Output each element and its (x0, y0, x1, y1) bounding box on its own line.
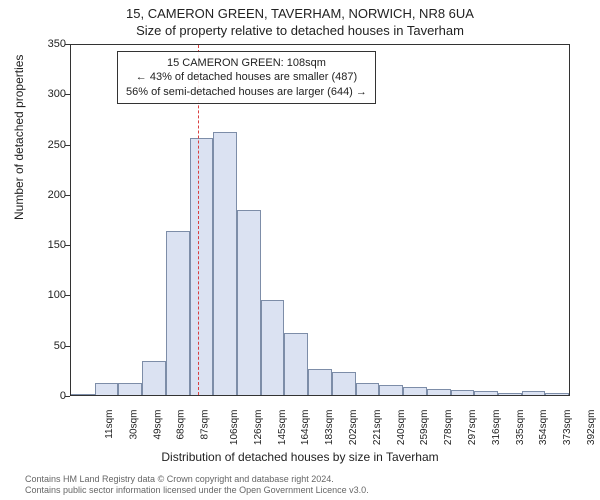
y-tick-label: 350 (26, 38, 66, 50)
bar (498, 393, 522, 395)
bar (332, 372, 356, 395)
bar (190, 138, 214, 395)
bar (166, 231, 190, 395)
y-tick-mark (65, 346, 70, 347)
y-tick-label: 150 (26, 239, 66, 251)
page-title-main: 15, CAMERON GREEN, TAVERHAM, NORWICH, NR… (0, 0, 600, 21)
y-tick-mark (65, 195, 70, 196)
x-tick-label: 30sqm (128, 410, 139, 440)
y-tick-mark (65, 396, 70, 397)
x-tick-label: 278sqm (443, 410, 454, 446)
x-tick-label: 106sqm (229, 410, 240, 446)
bar (522, 391, 546, 395)
y-tick-label: 250 (26, 139, 66, 151)
x-tick-label: 202sqm (348, 410, 359, 446)
footer-line1: Contains HM Land Registry data © Crown c… (25, 474, 369, 485)
annot-line3: 56% of semi-detached houses are larger (… (126, 85, 367, 99)
x-tick-label: 297sqm (467, 410, 478, 446)
bar (237, 210, 261, 395)
bar (379, 385, 403, 395)
bar (142, 361, 166, 395)
annotation-box: 15 CAMERON GREEN: 108sqm ← 43% of detach… (117, 51, 376, 104)
y-tick-label: 100 (26, 289, 66, 301)
x-tick-label: 354sqm (539, 410, 550, 446)
x-tick-label: 164sqm (300, 410, 311, 446)
page-title-sub: Size of property relative to detached ho… (0, 21, 600, 38)
x-axis-label: Distribution of detached houses by size … (0, 450, 600, 464)
y-tick-label: 50 (26, 340, 66, 352)
y-tick-mark (65, 94, 70, 95)
bar (474, 391, 498, 395)
bar (451, 390, 475, 395)
x-tick-label: 11sqm (104, 410, 115, 439)
bar (356, 383, 380, 395)
bar (95, 383, 119, 395)
x-tick-label: 49sqm (152, 410, 163, 440)
x-tick-label: 392sqm (586, 410, 597, 446)
x-tick-label: 87sqm (200, 410, 211, 440)
bar (427, 389, 451, 395)
x-tick-label: 259sqm (420, 410, 431, 446)
x-tick-label: 183sqm (324, 410, 335, 446)
chart-container: 15, CAMERON GREEN, TAVERHAM, NORWICH, NR… (0, 0, 600, 500)
y-tick-label: 300 (26, 88, 66, 100)
bar (308, 369, 332, 395)
bar (403, 387, 427, 395)
x-tick-label: 221sqm (372, 410, 383, 446)
footer-attribution: Contains HM Land Registry data © Crown c… (25, 474, 369, 497)
annot-line1: 15 CAMERON GREEN: 108sqm (126, 56, 367, 70)
plot-box: 15 CAMERON GREEN: 108sqm ← 43% of detach… (70, 44, 570, 396)
x-tick-label: 145sqm (277, 410, 288, 446)
y-axis-label: Number of detached properties (12, 55, 26, 220)
annot-line2: ← 43% of detached houses are smaller (48… (126, 70, 367, 84)
bar (118, 383, 142, 395)
bar (545, 393, 569, 395)
x-tick-label: 240sqm (396, 410, 407, 446)
y-tick-label: 200 (26, 189, 66, 201)
x-tick-label: 316sqm (491, 410, 502, 446)
bar (261, 300, 285, 395)
x-tick-label: 68sqm (176, 410, 187, 440)
y-tick-mark (65, 44, 70, 45)
x-tick-label: 126sqm (253, 410, 264, 446)
footer-line2: Contains public sector information licen… (25, 485, 369, 496)
bar (284, 333, 308, 395)
y-tick-mark (65, 295, 70, 296)
y-tick-mark (65, 145, 70, 146)
y-tick-label: 0 (26, 390, 66, 402)
bar (213, 132, 237, 395)
x-tick-label: 335sqm (515, 410, 526, 446)
bar (71, 394, 95, 395)
x-tick-label: 373sqm (562, 410, 573, 446)
chart-area: 15 CAMERON GREEN: 108sqm ← 43% of detach… (70, 44, 570, 396)
y-tick-mark (65, 245, 70, 246)
